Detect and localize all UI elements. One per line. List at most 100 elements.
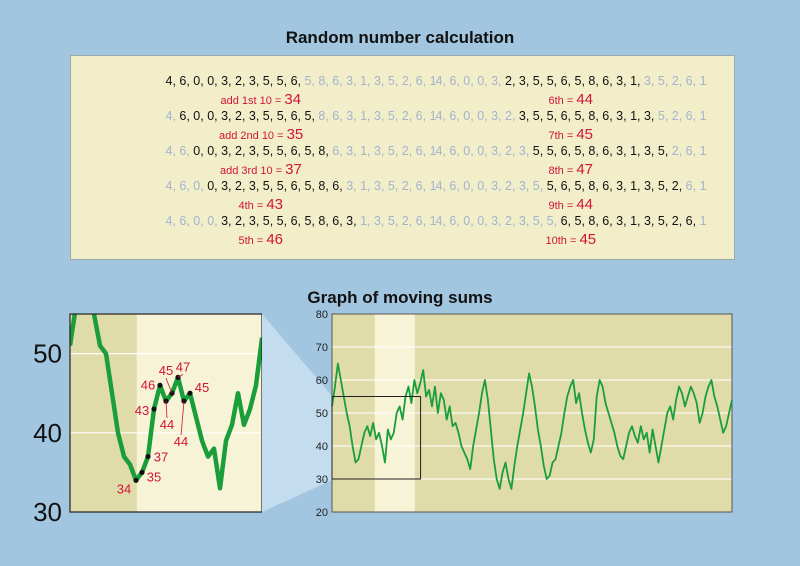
label-leader xyxy=(165,378,173,394)
sequence-row: 4, 6, 0, 0, 3, 2, 3, 5, 5, 6, 5, 8, 6, 3… xyxy=(166,214,437,228)
sum-value: 45 xyxy=(579,231,597,248)
point-label: 43 xyxy=(135,403,149,418)
data-point xyxy=(151,406,157,412)
sum-value: 43 xyxy=(266,196,284,213)
seq-before: 4, 6, 0, 0, xyxy=(165,214,222,228)
seq-window: 4, 6, 0, 0, 3, 2, 3, 5, 5, 6, xyxy=(165,74,302,88)
sum-label-text: add 3rd 10 = xyxy=(220,165,286,177)
top-title: Random number calculation xyxy=(285,28,515,47)
sum-label: 9th = 44 xyxy=(549,196,594,213)
sequence-row: 4, 6, 0, 0, 3, 2, 3, 5, 5, 6, 5, 8, 6, 3… xyxy=(166,109,437,123)
seq-window: 6, 5, 8, 6, 3, 1, 3, 5, 2, 6, xyxy=(560,214,697,228)
seq-after: 1, 3, 5, 2, 6, 1 xyxy=(356,214,437,228)
data-point xyxy=(139,469,145,475)
seq-after: 3, 1, 3, 5, 2, 6, 1 xyxy=(342,179,437,193)
label-leader xyxy=(177,374,184,378)
seq-before: 4, 6, 0, 0, 3, 2, 3, 5, 5, xyxy=(435,214,561,228)
sum-label-text: add 2nd 10 = xyxy=(219,130,287,142)
seq-before: 4, 6, 0, xyxy=(165,179,208,193)
point-label: 46 xyxy=(141,377,155,392)
sum-label-text: 4th = xyxy=(238,200,267,212)
sum-label: 5th = 46 xyxy=(239,231,284,248)
point-label: 45 xyxy=(159,363,173,378)
sequence-row: 4, 6, 0, 0, 3, 2, 3, 5, 5, 6, 5, 8, 6, 3… xyxy=(166,144,437,158)
y-tick-label: 50 xyxy=(316,408,328,420)
seq-after: 8, 6, 3, 1, 3, 5, 2, 6, 1 xyxy=(314,109,437,123)
sequence-row: 4, 6, 0, 0, 3, 2, 3, 5, 5, 6, 5, 8, 6, 3… xyxy=(436,109,707,123)
seq-before: 4, xyxy=(165,109,180,123)
y-tick-label: 20 xyxy=(316,507,328,519)
inset-y-tick-label: 40 xyxy=(33,418,62,448)
sum-value: 45 xyxy=(576,126,594,143)
sequence-row: 4, 6, 0, 0, 3, 2, 3, 5, 5, 6, 5, 8, 6, 3… xyxy=(166,74,437,88)
sum-label-text: add 1st 10 = xyxy=(220,95,285,107)
seq-after: 6, 3, 1, 3, 5, 2, 6, 1 xyxy=(328,144,437,158)
seq-before: 4, 6, 0, 0, 3, 2, 3, xyxy=(435,144,533,158)
sum-label-text: 8th = xyxy=(548,165,577,177)
y-tick-label: 60 xyxy=(316,375,328,387)
sum-value: 47 xyxy=(576,161,594,178)
highlight-band xyxy=(374,314,415,512)
seq-before: 4, 6, 0, 0, 3, xyxy=(435,74,505,88)
y-tick-label: 70 xyxy=(316,342,328,354)
seq-after: 5, 8, 6, 3, 1, 3, 5, 2, 6, 1 xyxy=(301,74,437,88)
sum-label: 10th = 45 xyxy=(546,231,597,248)
sum-label: 8th = 47 xyxy=(549,161,594,178)
seq-window: 3, 5, 5, 6, 5, 8, 6, 3, 1, 3, xyxy=(518,109,655,123)
sum-value: 35 xyxy=(286,126,304,143)
point-label: 35 xyxy=(147,469,161,484)
bottom-title: Graph of moving sums xyxy=(307,288,493,307)
sum-value: 46 xyxy=(266,231,284,248)
sum-label-text: 6th = xyxy=(548,95,577,107)
zoom-box xyxy=(331,396,422,480)
seq-before: 4, 6, 0, 0, 3, 2, 3, 5, xyxy=(435,179,547,193)
label-leader xyxy=(180,401,185,436)
moving-sum-line xyxy=(331,362,733,490)
sequence-row: 4, 6, 0, 0, 3, 2, 3, 5, 5, 6, 5, 8, 6, 3… xyxy=(436,214,707,228)
seq-window: 3, 2, 3, 5, 5, 6, 5, 8, 6, 3, xyxy=(221,214,357,228)
label-leader xyxy=(165,401,168,419)
sequence-row: 4, 6, 0, 0, 3, 2, 3, 5, 5, 6, 5, 8, 6, 3… xyxy=(436,144,707,158)
calculation-panel: 4, 6, 0, 0, 3, 2, 3, 5, 5, 6, 5, 8, 6, 3… xyxy=(70,55,735,260)
sequence-row: 4, 6, 0, 0, 3, 2, 3, 5, 5, 6, 5, 8, 6, 3… xyxy=(436,179,707,193)
seq-window: 5, 5, 6, 5, 8, 6, 3, 1, 3, 5, xyxy=(532,144,669,158)
sequence-row: 4, 6, 0, 0, 3, 2, 3, 5, 5, 6, 5, 8, 6, 3… xyxy=(436,74,707,88)
inset-y-tick-label: 50 xyxy=(33,339,62,369)
data-point xyxy=(187,390,193,396)
point-label: 34 xyxy=(117,481,131,496)
seq-after: 3, 5, 2, 6, 1 xyxy=(640,74,707,88)
plot-area xyxy=(331,313,733,513)
y-tick-label: 40 xyxy=(316,441,328,453)
seq-window: 0, 0, 3, 2, 3, 5, 5, 6, 5, 8, xyxy=(193,144,329,158)
sum-label: 6th = 44 xyxy=(549,91,594,108)
seq-after: 2, 6, 1 xyxy=(668,144,707,158)
seq-after: 1 xyxy=(696,214,707,228)
sum-label-text: 7th = xyxy=(548,130,577,142)
point-label: 37 xyxy=(154,450,168,465)
sum-label-text: 9th = xyxy=(548,200,577,212)
point-label: 44 xyxy=(160,417,174,432)
point-label: 47 xyxy=(176,359,190,374)
sum-value: 37 xyxy=(285,161,302,178)
seq-window: 5, 6, 5, 8, 6, 3, 1, 3, 5, 2, xyxy=(546,179,683,193)
sequence-row: 4, 6, 0, 0, 3, 2, 3, 5, 5, 6, 5, 8, 6, 3… xyxy=(166,179,437,193)
seq-window: 6, 0, 0, 3, 2, 3, 5, 5, 6, 5, xyxy=(179,109,315,123)
seq-window: 2, 3, 5, 5, 6, 5, 8, 6, 3, 1, xyxy=(505,74,641,88)
data-point xyxy=(133,477,139,483)
sum-label-text: 5th = xyxy=(238,235,267,247)
point-label: 44 xyxy=(174,434,188,449)
zoom-wedge xyxy=(262,314,332,512)
seq-after: 6, 1 xyxy=(682,179,707,193)
seq-after: 5, 2, 6, 1 xyxy=(654,109,707,123)
inset-y-tick-label: 30 xyxy=(33,497,62,527)
seq-before: 4, 6, xyxy=(165,144,194,158)
sum-label: add 2nd 10 = 35 xyxy=(219,126,303,143)
y-tick-label: 80 xyxy=(316,309,328,321)
sum-value: 44 xyxy=(576,196,594,213)
data-point xyxy=(157,382,163,388)
point-label: 45 xyxy=(195,380,209,395)
sum-label: add 1st 10 = 34 xyxy=(221,91,302,108)
inset-frame xyxy=(69,313,262,513)
